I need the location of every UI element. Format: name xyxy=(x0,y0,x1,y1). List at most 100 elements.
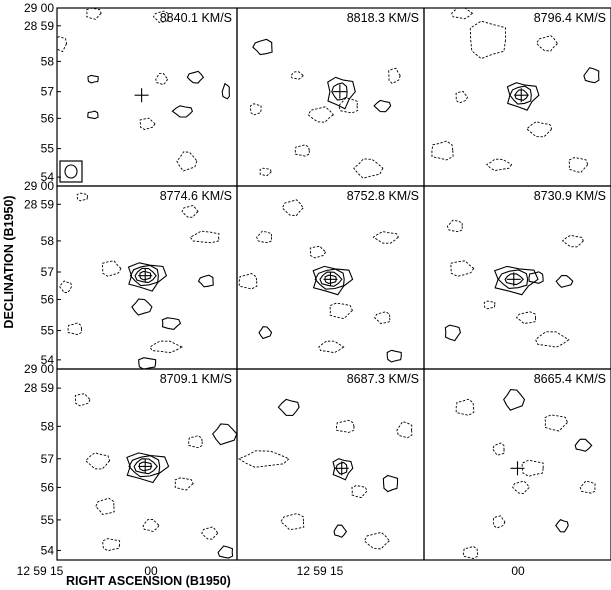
negative-contour xyxy=(483,300,496,310)
positive-contour xyxy=(528,271,544,284)
panel-frame xyxy=(56,7,238,187)
negative-contour xyxy=(155,72,169,86)
y-tick-label: 58 xyxy=(41,419,55,433)
negative-contour xyxy=(463,545,479,559)
positive-contour xyxy=(583,67,600,84)
negative-contour xyxy=(281,199,304,217)
positive-contour xyxy=(444,324,462,342)
negative-contour xyxy=(188,435,203,449)
velocity-label: 8730.9 KM/S xyxy=(534,189,606,203)
positive-contour xyxy=(221,82,230,100)
negative-contour xyxy=(515,311,537,324)
source-contour xyxy=(314,268,345,290)
channel-panel: 8752.8 KM/S xyxy=(236,185,425,370)
negative-contour xyxy=(259,167,272,177)
velocity-label: 8687.3 KM/S xyxy=(347,372,419,386)
positive-contour xyxy=(212,423,237,446)
negative-contour xyxy=(307,106,334,123)
negative-contour xyxy=(57,36,68,53)
negative-contour xyxy=(256,230,273,244)
negative-contour xyxy=(86,8,102,20)
negative-contour xyxy=(290,71,305,80)
source-contour xyxy=(129,264,159,287)
panel-frame xyxy=(236,368,425,561)
positive-contour xyxy=(382,474,399,493)
source-contour xyxy=(133,458,158,475)
negative-contour xyxy=(536,35,559,52)
negative-contour xyxy=(294,144,310,157)
negative-contour xyxy=(336,419,355,433)
negative-contour xyxy=(238,273,258,290)
positive-contour xyxy=(258,326,273,340)
negative-contour xyxy=(101,260,122,277)
negative-contour xyxy=(372,231,399,244)
positive-contour xyxy=(186,70,205,84)
negative-contour xyxy=(450,260,475,277)
positive-contour xyxy=(574,438,593,452)
negative-contour xyxy=(512,480,530,494)
negative-contour xyxy=(388,67,401,84)
source-contour xyxy=(319,271,343,287)
positive-contour xyxy=(87,110,99,120)
negative-contour xyxy=(431,140,454,161)
y-tick-label: 54 xyxy=(41,353,55,367)
negative-contour xyxy=(492,442,505,456)
negative-contour xyxy=(74,393,91,407)
channel-panel: 8796.4 KM/S xyxy=(423,7,611,187)
channel-panels: 8840.1 KM/S 8818.3 KM/S 8796.4 KM/S 8774.6 … xyxy=(56,7,611,561)
positive-contour xyxy=(171,105,194,118)
y-tick-label: 56 xyxy=(41,292,55,306)
negative-contour xyxy=(469,20,506,60)
positive-contour xyxy=(138,357,157,369)
y-tick-label: 57 xyxy=(41,85,55,99)
source-contour xyxy=(134,267,157,284)
source-contour xyxy=(126,452,170,484)
y-tick-label: 57 xyxy=(41,452,55,466)
negative-contour xyxy=(351,485,368,499)
velocity-label: 8752.8 KM/S xyxy=(347,189,419,203)
x-axis-title: RIGHT ASCENSION (B1950) xyxy=(66,574,231,588)
velocity-label: 8709.1 KM/S xyxy=(160,372,232,386)
positive-contour xyxy=(252,38,273,56)
channel-panel: 8840.1 KM/S xyxy=(56,7,238,187)
y-tick-label: 29 00 xyxy=(24,362,54,376)
negative-contour xyxy=(363,531,391,550)
negative-contour xyxy=(152,10,169,23)
negative-contour xyxy=(353,158,384,179)
velocity-label: 8840.1 KM/S xyxy=(160,11,232,25)
y-tick-label: 28 59 xyxy=(24,19,54,33)
y-tick-label: 28 59 xyxy=(24,381,54,395)
channel-panel: 8774.6 KM/S xyxy=(56,185,238,370)
negative-contour xyxy=(67,322,83,336)
positive-contour xyxy=(333,524,348,538)
positive-contour xyxy=(217,545,234,559)
negative-contour xyxy=(544,414,569,432)
negative-contour xyxy=(446,219,463,233)
negative-contour xyxy=(139,117,156,130)
panel-frame xyxy=(423,368,611,561)
negative-contour xyxy=(455,91,469,104)
positive-contour xyxy=(131,298,153,316)
negative-contour xyxy=(579,480,596,494)
positive-contour xyxy=(386,349,402,363)
negative-contour xyxy=(280,513,305,531)
x-tick-label: 12 59 15 xyxy=(297,564,344,578)
positive-contour xyxy=(197,274,214,288)
negative-contour xyxy=(535,331,570,348)
negative-contour xyxy=(318,340,345,354)
x-tick-label: 00 xyxy=(511,564,525,578)
positive-contour xyxy=(555,519,569,533)
source-contour xyxy=(127,262,168,292)
y-tick-label: 29 00 xyxy=(24,179,54,193)
y-tick-label: 54 xyxy=(41,543,55,557)
source-contour xyxy=(504,273,524,286)
negative-contour xyxy=(521,459,544,477)
y-tick-label: 58 xyxy=(41,234,55,248)
source-contour xyxy=(331,82,348,101)
channel-panel: 8687.3 KM/S xyxy=(236,368,425,561)
panel-frame xyxy=(56,368,238,561)
negative-contour xyxy=(561,234,584,248)
negative-contour xyxy=(76,192,88,202)
negative-contour xyxy=(396,421,413,439)
